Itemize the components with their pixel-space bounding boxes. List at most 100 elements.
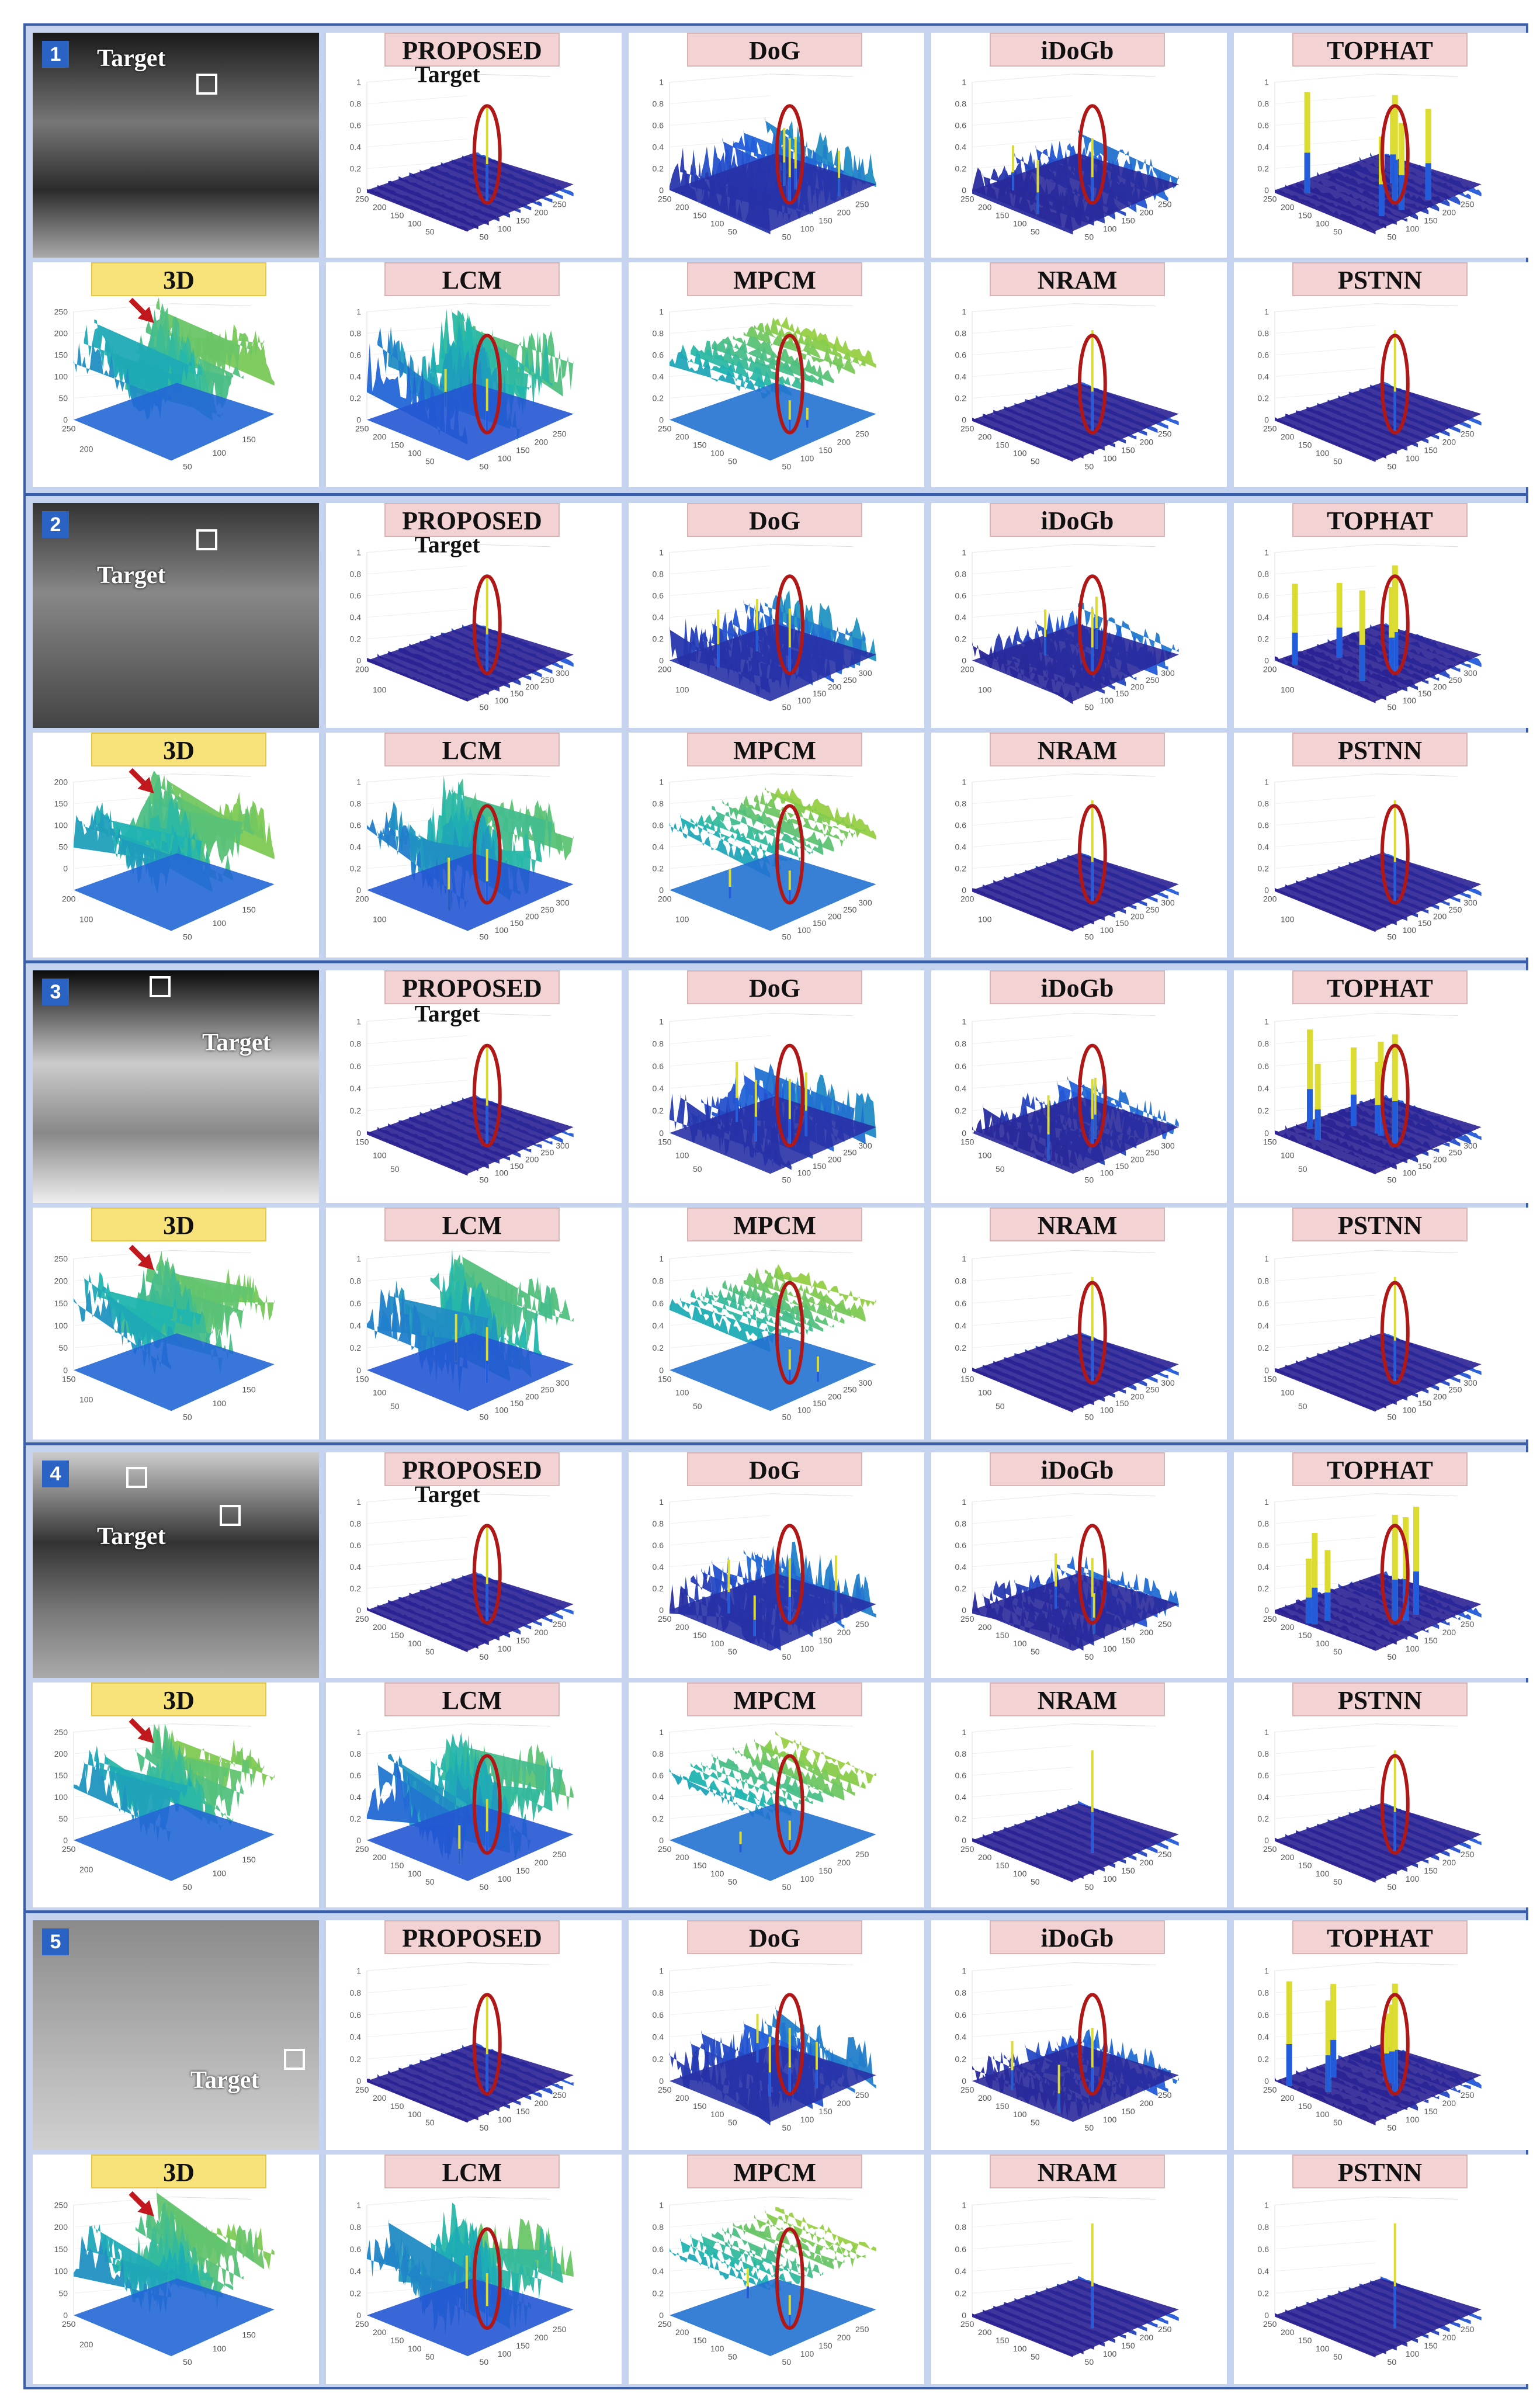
surface-plot: 10.80.60.40.2025020015010050501001502002…	[653, 1723, 876, 1891]
y-tick-label: 100	[1103, 1644, 1117, 1653]
method-cell-tophat: 1 0.8 0.6 0.4 0.2 0 250 200 150 100 50 50 100 150 200 2…	[1234, 33, 1529, 258]
y-tick-label: 250	[1158, 1619, 1172, 1629]
y-tick-label: 50	[782, 233, 792, 242]
method-cell-proposed: 1 0.8 0.6 0.4 0.2 0 250 200 150 100 50 50 100 150 200 2…	[326, 33, 622, 258]
y-tick-label: 250	[1146, 1148, 1160, 1157]
z-tick-label: 0.6	[350, 351, 362, 360]
z-tick-label: 0.8	[350, 1749, 362, 1758]
x-tick-label: 50	[1031, 1876, 1040, 1886]
method-cell-proposed: 1 0.8 0.6 0.4 0.2 0 250 200 150 100 50 50 100 150 200 2…	[326, 1452, 622, 1678]
surface	[972, 329, 1179, 462]
z-tick-label: 0.8	[1258, 570, 1270, 579]
x-tick-label: 200	[675, 1622, 689, 1632]
x-tick-label: 100	[1013, 2344, 1027, 2353]
z-tick-label: 0.8	[1258, 1276, 1270, 1285]
group-number-badge: 2	[42, 511, 69, 538]
x-tick-label: 200	[373, 203, 387, 212]
y-tick-label: 300	[1463, 668, 1477, 678]
y-tick-label: 150	[818, 1865, 833, 1875]
x-tick-label: 50	[425, 457, 435, 466]
z-tick-label: 100	[54, 372, 68, 381]
y-tick-label: 150	[818, 216, 833, 226]
surface	[1275, 565, 1482, 703]
x-tick-label: 100	[675, 685, 689, 695]
x-tick-label: 250	[1263, 2085, 1277, 2094]
y-tick-label: 100	[800, 2115, 814, 2124]
surface-plot: 10.80.60.40.201501005050100150200250300T…	[350, 1000, 574, 1184]
y-tick-label: 150	[510, 918, 524, 928]
z-tick-label: 0	[356, 1605, 361, 1615]
y-tick-label: 300	[556, 898, 570, 907]
x-tick-label: 200	[978, 203, 992, 212]
method-tag: NRAM	[990, 1682, 1165, 1716]
x-tick-label: 50	[425, 1876, 435, 1886]
surface	[367, 2202, 574, 2357]
z-tick-label: 0.6	[1258, 121, 1270, 130]
x-tick-label: 100	[373, 1387, 387, 1397]
method-tag: iDoGb	[990, 970, 1165, 1004]
y-tick-label: 50	[782, 462, 792, 471]
x-tick-label: 50	[996, 1164, 1005, 1174]
z-tick-label: 0.2	[955, 634, 967, 644]
y-tick-label: 50	[183, 462, 192, 471]
y-tick-label: 150	[1424, 446, 1438, 455]
z-tick-label: 100	[54, 1320, 68, 1330]
z-tick-label: 0.8	[955, 1276, 967, 1285]
method-tag: DoG	[687, 1920, 862, 1954]
surface	[972, 1276, 1179, 1413]
y-tick-label: 250	[843, 1385, 857, 1394]
y-tick-label: 50	[1085, 1412, 1094, 1421]
y-tick-label: 200	[535, 2098, 549, 2108]
method-cell-tophat: 1 0.8 0.6 0.4 0.2 0 150 100 50 50 100 150 200 250 300 T…	[1234, 970, 1529, 1203]
y-tick-label: 250	[1146, 675, 1160, 685]
x-tick-label: 100	[1013, 1639, 1027, 1648]
y-tick-label: 150	[1424, 1636, 1438, 1645]
z-tick-label: 0.2	[955, 1813, 967, 1823]
y-tick-label: 150	[813, 689, 827, 698]
y-tick-label: 150	[242, 435, 256, 444]
comparison-group: 2 Target 1 0.8 0.6 0.4 0.2 0 200 100 50 100 150 200 25…	[26, 493, 1529, 960]
z-tick-label: 0	[356, 1365, 361, 1375]
z-tick-label: 0.2	[653, 634, 664, 644]
z-tick-label: 0.2	[350, 1813, 362, 1823]
y-tick-label: 250	[553, 429, 567, 439]
x-tick-label: 150	[355, 1137, 369, 1146]
x-tick-label: 250	[658, 195, 672, 204]
x-tick-label: 100	[675, 1151, 689, 1160]
y-tick-label: 200	[525, 912, 539, 921]
surface	[670, 1541, 876, 1651]
z-tick-label: 0.4	[1258, 613, 1270, 622]
tag-3d: 3D	[91, 733, 266, 766]
z-tick-label: 1	[962, 2200, 966, 2209]
method-tag: iDoGb	[990, 503, 1165, 537]
y-tick-label: 150	[1121, 2107, 1135, 2116]
y-tick-label: 250	[553, 1849, 567, 1858]
y-tick-label: 200	[535, 438, 549, 447]
method-tag: LCM	[384, 2155, 560, 2188]
y-tick-label: 50	[183, 2357, 192, 2367]
method-cell-pstnn: 1 0.8 0.6 0.4 0.2 0 150 100 50 50 100 150 200 250 300 P…	[1234, 1207, 1529, 1439]
x-tick-label: 200	[675, 432, 689, 442]
z-tick-label: 0.6	[653, 1061, 664, 1071]
plot-axes: 10.80.60.40.2025020015010050501001502002…	[955, 2196, 1172, 2367]
surface	[972, 1553, 1179, 1651]
target-circle	[472, 1753, 502, 1855]
y-tick-label: 100	[1403, 1405, 1417, 1414]
y-tick-label: 200	[525, 1154, 539, 1164]
y-tick-label: 100	[213, 448, 227, 457]
y-tick-label: 250	[1158, 2090, 1172, 2100]
y-tick-label: 100	[213, 1398, 227, 1407]
surface	[670, 1264, 876, 1411]
y-tick-label: 100	[800, 2349, 814, 2358]
method-cell-tophat: 1 0.8 0.6 0.4 0.2 0 200 100 50 100 150 200 250 300 TOP…	[1234, 503, 1529, 728]
z-tick-label: 1	[1264, 548, 1269, 557]
x-tick-label: 100	[79, 1394, 93, 1404]
input-target-label: Target	[202, 1029, 271, 1056]
surface-plot: 10.80.60.40.2025020015010050501001502002…	[350, 2196, 574, 2367]
x-tick-label: 150	[693, 211, 707, 220]
z-tick-label: 1	[962, 778, 966, 787]
surface-plot: 200 150 100 50 0 200 100 50 100 150	[54, 768, 275, 942]
x-tick-label: 150	[355, 1374, 369, 1383]
